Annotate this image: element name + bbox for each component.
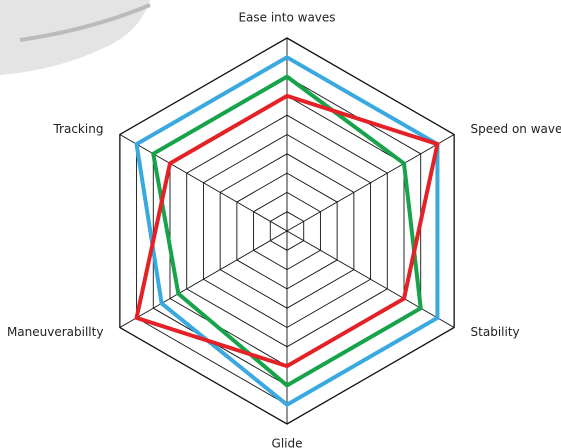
spoke [119,134,288,232]
decor-image-detail [19,3,151,42]
series-line [134,93,440,369]
axis-label: Maneuverabillty [7,325,104,339]
spoke [286,230,455,328]
spoke [286,134,455,232]
series-line [151,74,423,388]
axis-label: Tracking [52,122,103,136]
axis-label: Speed on waves [471,122,561,136]
decor-image [0,0,150,75]
spoke [119,230,288,328]
axis-label: Stability [471,325,520,339]
axis-label: Glide [272,437,303,448]
axis-label: Ease into waves [238,11,335,25]
